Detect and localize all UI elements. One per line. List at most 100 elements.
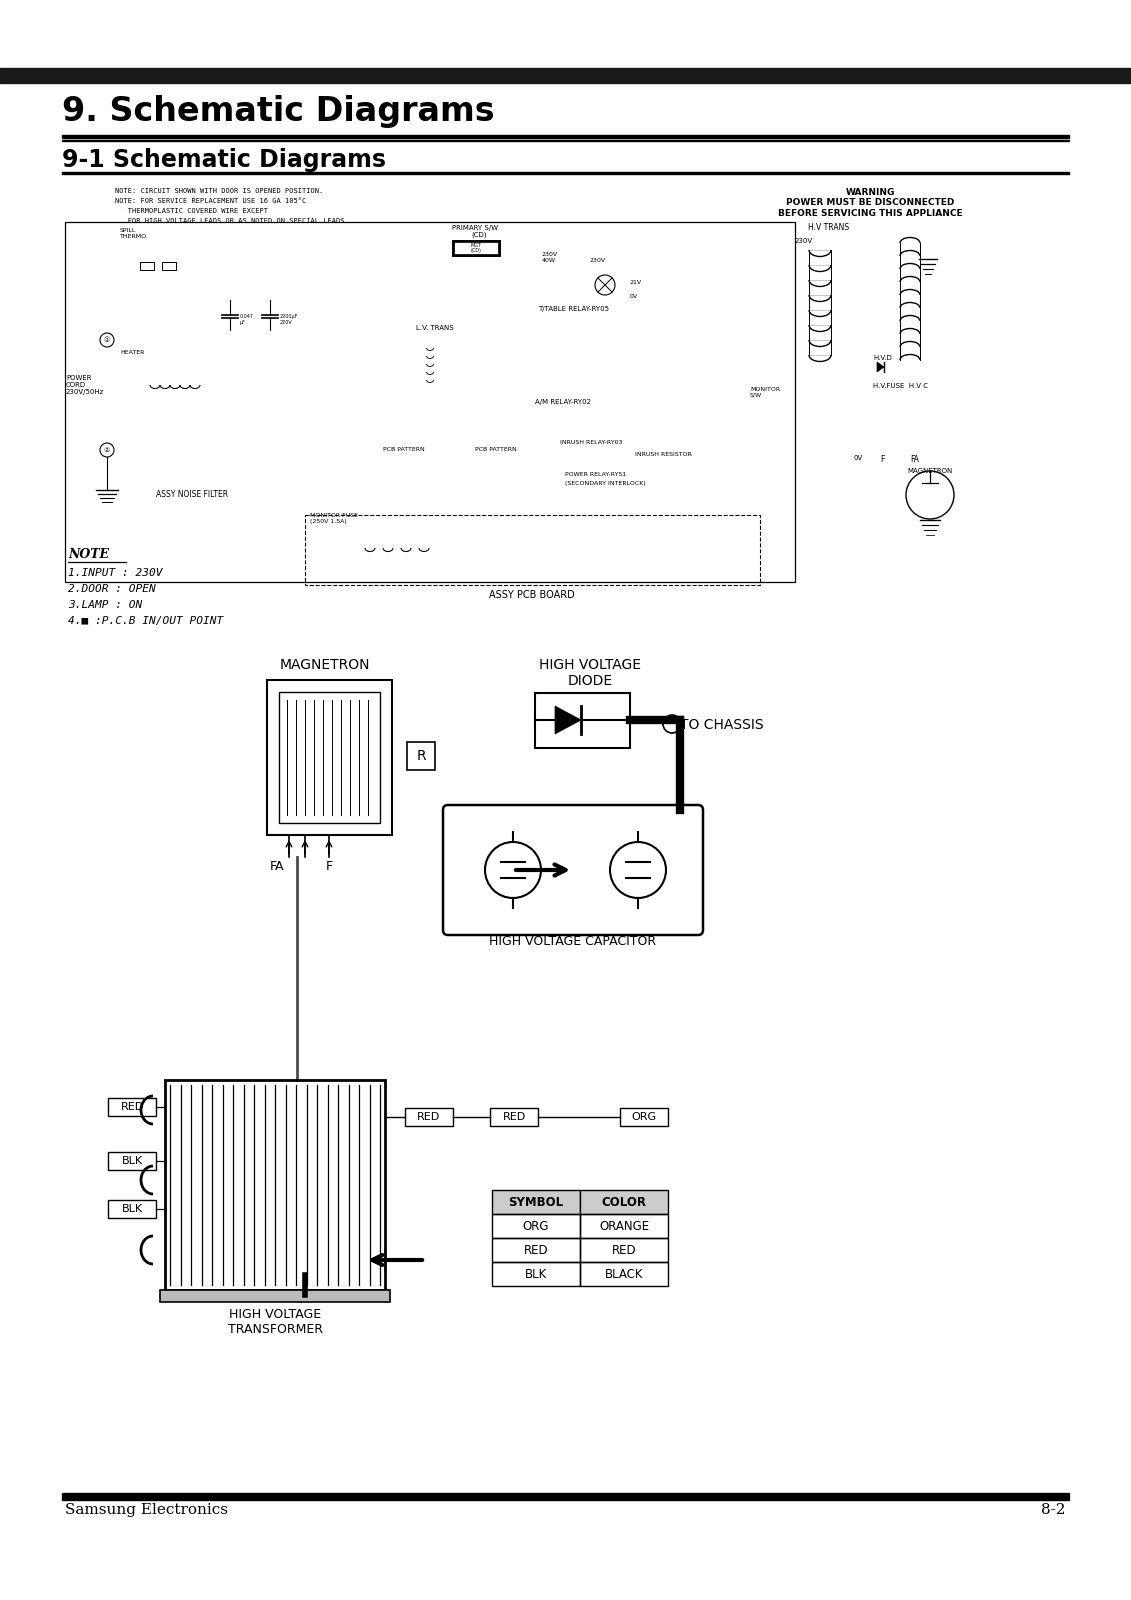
Bar — [64, 222, 795, 582]
Text: INRUSH RELAY-RY03: INRUSH RELAY-RY03 — [560, 440, 622, 445]
Text: (SECONDARY INTERLOCK): (SECONDARY INTERLOCK) — [566, 482, 646, 486]
Text: 230V
40W: 230V 40W — [542, 251, 558, 262]
Text: 2.DOOR : OPEN: 2.DOOR : OPEN — [68, 584, 156, 594]
Text: HIGH VOLTAGE CAPACITOR: HIGH VOLTAGE CAPACITOR — [490, 934, 657, 947]
Text: ②: ② — [104, 446, 110, 453]
Text: A/M RELAY-RY02: A/M RELAY-RY02 — [535, 398, 592, 405]
Text: INRUSH RESISTOR: INRUSH RESISTOR — [634, 451, 692, 458]
Bar — [279, 691, 380, 822]
Text: 3.LAMP : ON: 3.LAMP : ON — [68, 600, 143, 610]
Bar — [492, 1238, 580, 1262]
Text: FA: FA — [910, 454, 918, 464]
Bar — [580, 1238, 668, 1262]
Text: NOTE: FOR SERVICE REPLACEMENT USE 16 GA 105°C: NOTE: FOR SERVICE REPLACEMENT USE 16 GA … — [115, 198, 307, 203]
Bar — [454, 242, 498, 254]
Text: FOR HIGH VOLTAGE LEADS OR AS NOTED ON SPECIAL LEADS.: FOR HIGH VOLTAGE LEADS OR AS NOTED ON SP… — [115, 218, 348, 224]
Text: ORG: ORG — [631, 1112, 657, 1122]
Bar — [452, 240, 500, 256]
Bar — [107, 1200, 156, 1218]
Text: PCB PATTERN: PCB PATTERN — [475, 446, 517, 451]
Bar — [535, 693, 630, 749]
Text: FA: FA — [270, 861, 284, 874]
Bar — [580, 1190, 668, 1214]
Bar — [107, 1098, 156, 1117]
Text: 0.047
μF: 0.047 μF — [240, 314, 254, 325]
Text: HIGH VOLTAGE
TRANSFORMER: HIGH VOLTAGE TRANSFORMER — [227, 1309, 322, 1336]
Bar — [407, 742, 435, 770]
Text: RED: RED — [120, 1102, 144, 1112]
Text: TO CHASSIS: TO CHASSIS — [680, 718, 763, 733]
Text: BLK: BLK — [121, 1203, 143, 1214]
Text: RED: RED — [612, 1243, 637, 1256]
Text: ORANGE: ORANGE — [599, 1219, 649, 1232]
Bar — [140, 262, 154, 270]
Bar — [159, 1290, 390, 1302]
Text: RED: RED — [502, 1112, 526, 1122]
Text: POWER
CORD
230V/50Hz: POWER CORD 230V/50Hz — [66, 374, 104, 395]
Text: BLK: BLK — [525, 1267, 547, 1280]
Text: PRIMARY S/W: PRIMARY S/W — [452, 226, 498, 230]
Text: R: R — [416, 749, 425, 763]
Text: BLACK: BLACK — [605, 1267, 644, 1280]
Bar — [492, 1214, 580, 1238]
Text: NOTE: CIRCUIT SHOWN WITH DOOR IS OPENED POSITION.: NOTE: CIRCUIT SHOWN WITH DOOR IS OPENED … — [115, 187, 323, 194]
Text: T/TABLE RELAY-RY05: T/TABLE RELAY-RY05 — [538, 306, 608, 312]
Bar — [62, 171, 1069, 174]
Bar — [492, 1190, 580, 1214]
Text: HIGH VOLTAGE
DIODE: HIGH VOLTAGE DIODE — [539, 658, 641, 688]
Text: H.V.FUSE  H.V C: H.V.FUSE H.V C — [873, 382, 929, 389]
Bar — [305, 515, 760, 586]
Text: ASSY PCB BOARD: ASSY PCB BOARD — [489, 590, 575, 600]
Text: F: F — [326, 861, 333, 874]
Text: H.V.D: H.V.D — [873, 355, 891, 362]
Text: Samsung Electronics: Samsung Electronics — [64, 1502, 228, 1517]
Text: ORG: ORG — [523, 1219, 550, 1232]
Text: 4.■ :P.C.B IN/OUT POINT: 4.■ :P.C.B IN/OUT POINT — [68, 616, 223, 626]
Polygon shape — [877, 362, 884, 371]
Bar — [62, 1493, 1069, 1496]
Text: 1.INPUT : 230V: 1.INPUT : 230V — [68, 568, 163, 578]
Bar — [580, 1262, 668, 1286]
Text: SYMBOL: SYMBOL — [509, 1195, 563, 1208]
Text: WARNING
POWER MUST BE DISCONNECTED
BEFORE SERVICING THIS APPLIANCE: WARNING POWER MUST BE DISCONNECTED BEFOR… — [778, 187, 962, 218]
Bar — [580, 1214, 668, 1238]
Text: 0V: 0V — [630, 294, 638, 299]
Text: MONITOR
S/W: MONITOR S/W — [750, 387, 780, 398]
Bar — [620, 1107, 668, 1126]
Bar — [107, 1152, 156, 1170]
Text: MGT
(CD): MGT (CD) — [470, 243, 482, 253]
Text: COLOR: COLOR — [602, 1195, 647, 1208]
Bar — [492, 1262, 580, 1286]
Text: HEATER: HEATER — [120, 350, 145, 355]
Text: (CD): (CD) — [472, 232, 486, 238]
Text: NOTE: NOTE — [68, 547, 109, 562]
Polygon shape — [555, 706, 581, 734]
Text: 8-2: 8-2 — [1041, 1502, 1065, 1517]
Text: L.V. TRANS: L.V. TRANS — [416, 325, 454, 331]
Bar — [0, 67, 1131, 83]
Text: SPILL
THERMO.: SPILL THERMO. — [120, 227, 149, 238]
Text: POWER RELAY-RY51: POWER RELAY-RY51 — [566, 472, 627, 477]
Text: BLK: BLK — [121, 1155, 143, 1166]
Text: 230V: 230V — [795, 238, 813, 243]
Bar — [267, 680, 392, 835]
Text: RED: RED — [417, 1112, 441, 1122]
Text: MAGNETRON: MAGNETRON — [907, 467, 952, 474]
Text: 0V: 0V — [853, 454, 862, 461]
Text: F: F — [880, 454, 884, 464]
Text: THERMOPLASTIC COVERED WIRE EXCEPT: THERMOPLASTIC COVERED WIRE EXCEPT — [115, 208, 268, 214]
Text: H.V TRANS: H.V TRANS — [808, 222, 849, 232]
Bar — [490, 1107, 538, 1126]
Text: 9. Schematic Diagrams: 9. Schematic Diagrams — [62, 94, 494, 128]
Bar — [162, 262, 176, 270]
Bar — [62, 134, 1069, 138]
Text: MONITOR FUSE
(250V 1.5A): MONITOR FUSE (250V 1.5A) — [310, 514, 359, 523]
Text: 21V: 21V — [630, 280, 642, 285]
Text: RED: RED — [524, 1243, 549, 1256]
Text: PCB PATTERN: PCB PATTERN — [383, 446, 425, 451]
Text: MAGNETRON: MAGNETRON — [279, 658, 370, 672]
Text: 9-1 Schematic Diagrams: 9-1 Schematic Diagrams — [62, 149, 386, 171]
Text: ASSY NOISE FILTER: ASSY NOISE FILTER — [156, 490, 228, 499]
Text: ①: ① — [104, 338, 110, 342]
Bar — [165, 1080, 385, 1290]
